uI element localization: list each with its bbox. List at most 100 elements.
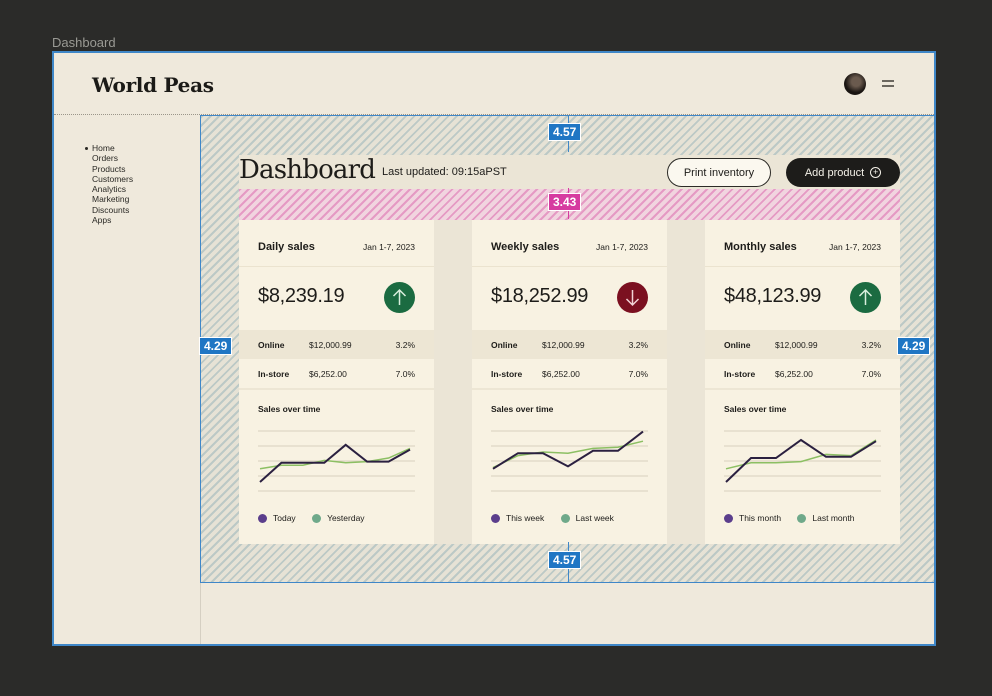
row-divider [705,388,900,390]
online-percent: 3.2% [395,340,415,350]
sidebar-item-customers[interactable]: Customers [92,173,134,184]
instore-row: In-store $6,252.00 7.0% [472,359,667,388]
legend-dot-previous [312,513,322,523]
gap-spacing-badge: 3.43 [548,193,582,211]
card-header: Monthly sales Jan 1-7, 2023 [705,220,900,267]
sidebar-item-analytics[interactable]: Analytics [92,184,127,195]
plus-circle-icon: + [870,167,882,178]
series-line-previous [725,439,877,470]
online-percent: 3.2% [861,340,881,350]
card-total-value: $48,123.99 [724,285,822,307]
legend-item-previous: Yesterday [312,513,365,523]
online-amount: $12,000.99 [542,340,585,350]
chart-label: Sales over time [491,404,554,414]
content-padding-area: Dashboard Last updated: 09:15aPST Print … [200,115,934,583]
card-header: Weekly sales Jan 1-7, 2023 [472,220,667,267]
legend-label-current: This week [506,513,545,523]
left-spacing-badge: 4.29 [199,337,233,355]
sidebar-item-apps[interactable]: Apps [92,215,112,226]
instore-label: In-store [491,369,523,379]
legend-dot-current [258,513,267,523]
legend-dot-previous [560,513,570,523]
sales-line-chart [724,430,881,492]
frame-label: Dashboard [52,35,116,50]
instore-amount: $6,252.00 [542,369,580,379]
legend-label-current: Today [273,513,296,523]
sidebar-item-products[interactable]: Products [92,163,126,174]
hamburger-menu-icon[interactable] [882,80,894,87]
top-header: World Peas [54,53,934,115]
instore-percent: 7.0% [861,369,881,379]
card-title: Weekly sales [491,241,560,253]
series-line-current [259,443,411,483]
legend-item-current: Today [258,513,296,523]
daily-sales-card: Daily sales Jan 1-7, 2023 $8,239.19 Onli… [239,220,434,544]
last-updated-text: Last updated: 09:15aPST [382,166,507,178]
chart-legend: This month Last month [724,513,868,525]
chart-legend: Today Yesterday [258,513,379,525]
chart-label: Sales over time [258,404,321,414]
legend-dot-previous [797,513,807,523]
sidebar-item-orders[interactable]: Orders [92,153,118,164]
add-product-label: Add product [804,166,865,179]
row-divider [472,388,667,390]
right-spacing-badge: 4.29 [897,337,931,355]
online-label: Online [491,340,518,350]
top-spacing-badge: 4.57 [548,123,582,141]
card-date-range[interactable]: Jan 1-7, 2023 [596,242,648,252]
card-total-value: $8,239.19 [258,285,345,307]
legend-item-current: This week [491,513,544,523]
weekly-sales-card: Weekly sales Jan 1-7, 2023 $18,252.99 On… [472,220,667,544]
main-content: Dashboard Last updated: 09:15aPST Print … [239,155,900,544]
legend-item-previous: Last month [797,513,854,523]
legend-label-previous: Last week [575,513,614,523]
instore-amount: $6,252.00 [775,369,813,379]
dashboard-frame: World Peas Home Orders Products Customer… [52,51,936,646]
online-row: Online $12,000.99 3.2% [239,330,434,359]
instore-percent: 7.0% [628,369,648,379]
card-title: Daily sales [258,241,315,253]
legend-item-current: This month [724,513,781,523]
legend-dot-current [491,513,500,523]
sidebar-item-marketing[interactable]: Marketing [92,194,130,205]
legend-item-previous: Last week [560,513,614,523]
card-title: Monthly sales [724,241,797,253]
series-line-current [492,430,644,470]
arrow-up-icon [384,282,415,313]
instore-amount: $6,252.00 [309,369,347,379]
brand-logo[interactable]: World Peas [92,73,214,97]
card-date-range[interactable]: Jan 1-7, 2023 [829,242,881,252]
arrow-down-icon [617,282,648,313]
legend-label-previous: Last month [812,513,855,523]
legend-dot-current [724,513,733,523]
chart-label: Sales over time [724,404,787,414]
arrow-up-icon [850,282,881,313]
sales-line-chart [491,430,648,492]
series-line-previous [259,447,411,470]
online-label: Online [724,340,751,350]
card-date-range[interactable]: Jan 1-7, 2023 [363,242,415,252]
online-amount: $12,000.99 [775,340,818,350]
page-title: Dashboard [239,155,376,185]
print-inventory-button[interactable]: Print inventory [667,158,771,187]
online-row: Online $12,000.99 3.2% [705,330,900,359]
instore-label: In-store [724,369,756,379]
online-amount: $12,000.99 [309,340,352,350]
series-line-current [725,438,877,483]
instore-label: In-store [258,369,290,379]
bottom-spacing-badge: 4.57 [548,551,582,569]
instore-row: In-store $6,252.00 7.0% [705,359,900,388]
legend-label-previous: Yesterday [327,513,365,523]
legend-label-current: This month [739,513,782,523]
sidebar-nav: Home Orders Products Customers Analytics… [82,143,133,225]
series-line-previous [492,440,644,469]
sidebar-item-home[interactable]: Home [82,143,133,153]
user-avatar[interactable] [844,73,866,95]
sidebar-item-discounts[interactable]: Discounts [92,204,130,215]
chart-legend: This week Last week [491,513,628,525]
instore-percent: 7.0% [395,369,415,379]
online-percent: 3.2% [628,340,648,350]
online-row: Online $12,000.99 3.2% [472,330,667,359]
add-product-button[interactable]: Add product + [786,158,900,187]
row-divider [239,388,434,390]
